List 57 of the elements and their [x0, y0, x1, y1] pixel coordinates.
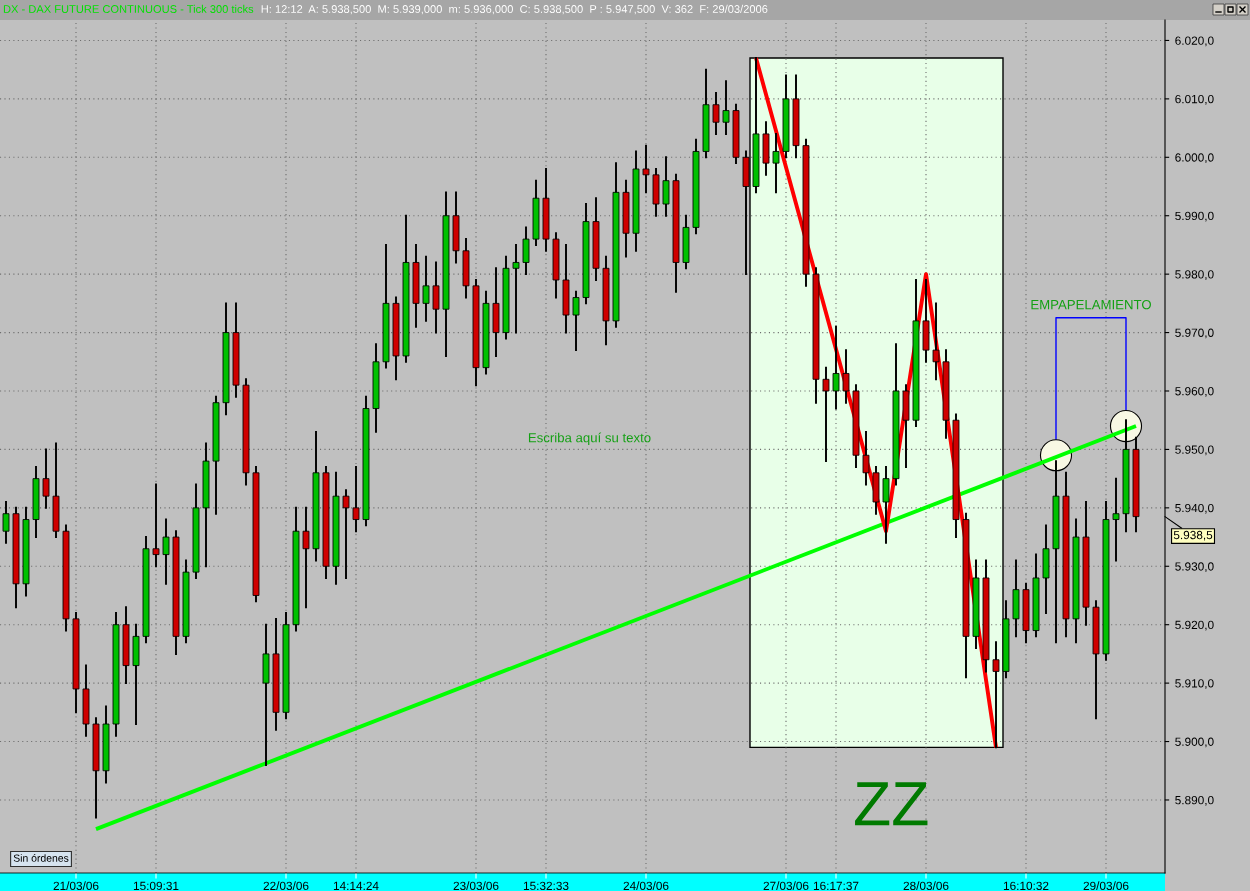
candlestick [352, 465, 360, 533]
annotation: Sin órdenes [13, 854, 69, 862]
candlestick [42, 448, 50, 509]
candlestick [302, 506, 310, 609]
y-tick-label: 6.020,0 [1175, 36, 1214, 47]
annotation: ZZ [855, 782, 928, 826]
candlestick [642, 144, 650, 194]
x-tick-label: 14:14:24 [333, 881, 379, 890]
y-tick-label: 5.990,0 [1175, 211, 1214, 222]
annotation: Escriba aquí su texto [528, 432, 651, 445]
x-tick-label: 23/03/06 [453, 881, 499, 890]
candlestick [522, 226, 530, 276]
candlestick [722, 80, 730, 135]
x-tick-label: 21/03/06 [53, 881, 99, 890]
candlestick [662, 156, 670, 217]
y-tick-label: 5.930,0 [1175, 562, 1214, 573]
y-tick-label: 5.960,0 [1175, 387, 1214, 397]
x-tick-label: 22/03/06 [263, 881, 309, 890]
chart-title: DX - DAX FUTURE CONTINUOUS - Tick 300 ticks [3, 4, 254, 13]
x-tick-label: 28/03/06 [903, 881, 949, 890]
x-tick-label: 16:10:32 [1003, 881, 1049, 890]
x-tick-label: 24/03/06 [623, 881, 669, 890]
chart-subtitle: H: 12:12 A: 5.938,500 M: 5.939,000 m: 5.936,000 C: 5.938,500 P : 5.947,500 V: 362 F: 29/03/2006 [261, 4, 768, 15]
candlestick [512, 243, 520, 334]
candlestick [862, 430, 870, 486]
candlestick [1112, 477, 1120, 562]
candlestick [342, 489, 350, 579]
candlestick [572, 290, 580, 352]
candlestick [2, 501, 10, 544]
y-tick-label: 6.000,0 [1175, 153, 1214, 164]
candlestick [432, 261, 440, 334]
y-tick-label: 5.910,0 [1175, 679, 1214, 689]
text: 5.938,5 [1173, 530, 1213, 541]
x-tick-label: 16:17:37 [813, 881, 859, 890]
annotation: EMPAPELAMIENTO [1031, 299, 1151, 310]
y-tick-label: 5.940,0 [1175, 503, 1214, 514]
candlestick [772, 132, 780, 194]
candlestick [932, 302, 940, 381]
y-tick-label: 5.920,0 [1175, 620, 1214, 631]
y-tick-label: 6.010,0 [1175, 94, 1214, 105]
y-tick-label: 5.900,0 [1175, 737, 1214, 748]
candlestick [712, 92, 720, 135]
x-tick-label: 29/03/06 [1083, 881, 1129, 890]
candlestick [162, 518, 170, 585]
candlestick [822, 366, 830, 463]
x-tick-label: 15:09:31 [133, 881, 179, 890]
x-tick-label: 27/03/06 [763, 881, 809, 890]
y-tick-label: 5.980,0 [1175, 270, 1214, 280]
candlestick [422, 255, 430, 322]
y-tick-label: 5.950,0 [1175, 445, 1214, 456]
candlestick [152, 483, 160, 568]
candlestick [882, 465, 890, 544]
y-tick-label: 5.970,0 [1175, 328, 1214, 339]
candlestick [832, 325, 840, 410]
y-tick-label: 5.890,0 [1175, 796, 1214, 806]
x-tick-label: 15:32:33 [523, 881, 569, 890]
candlestick [842, 349, 850, 404]
